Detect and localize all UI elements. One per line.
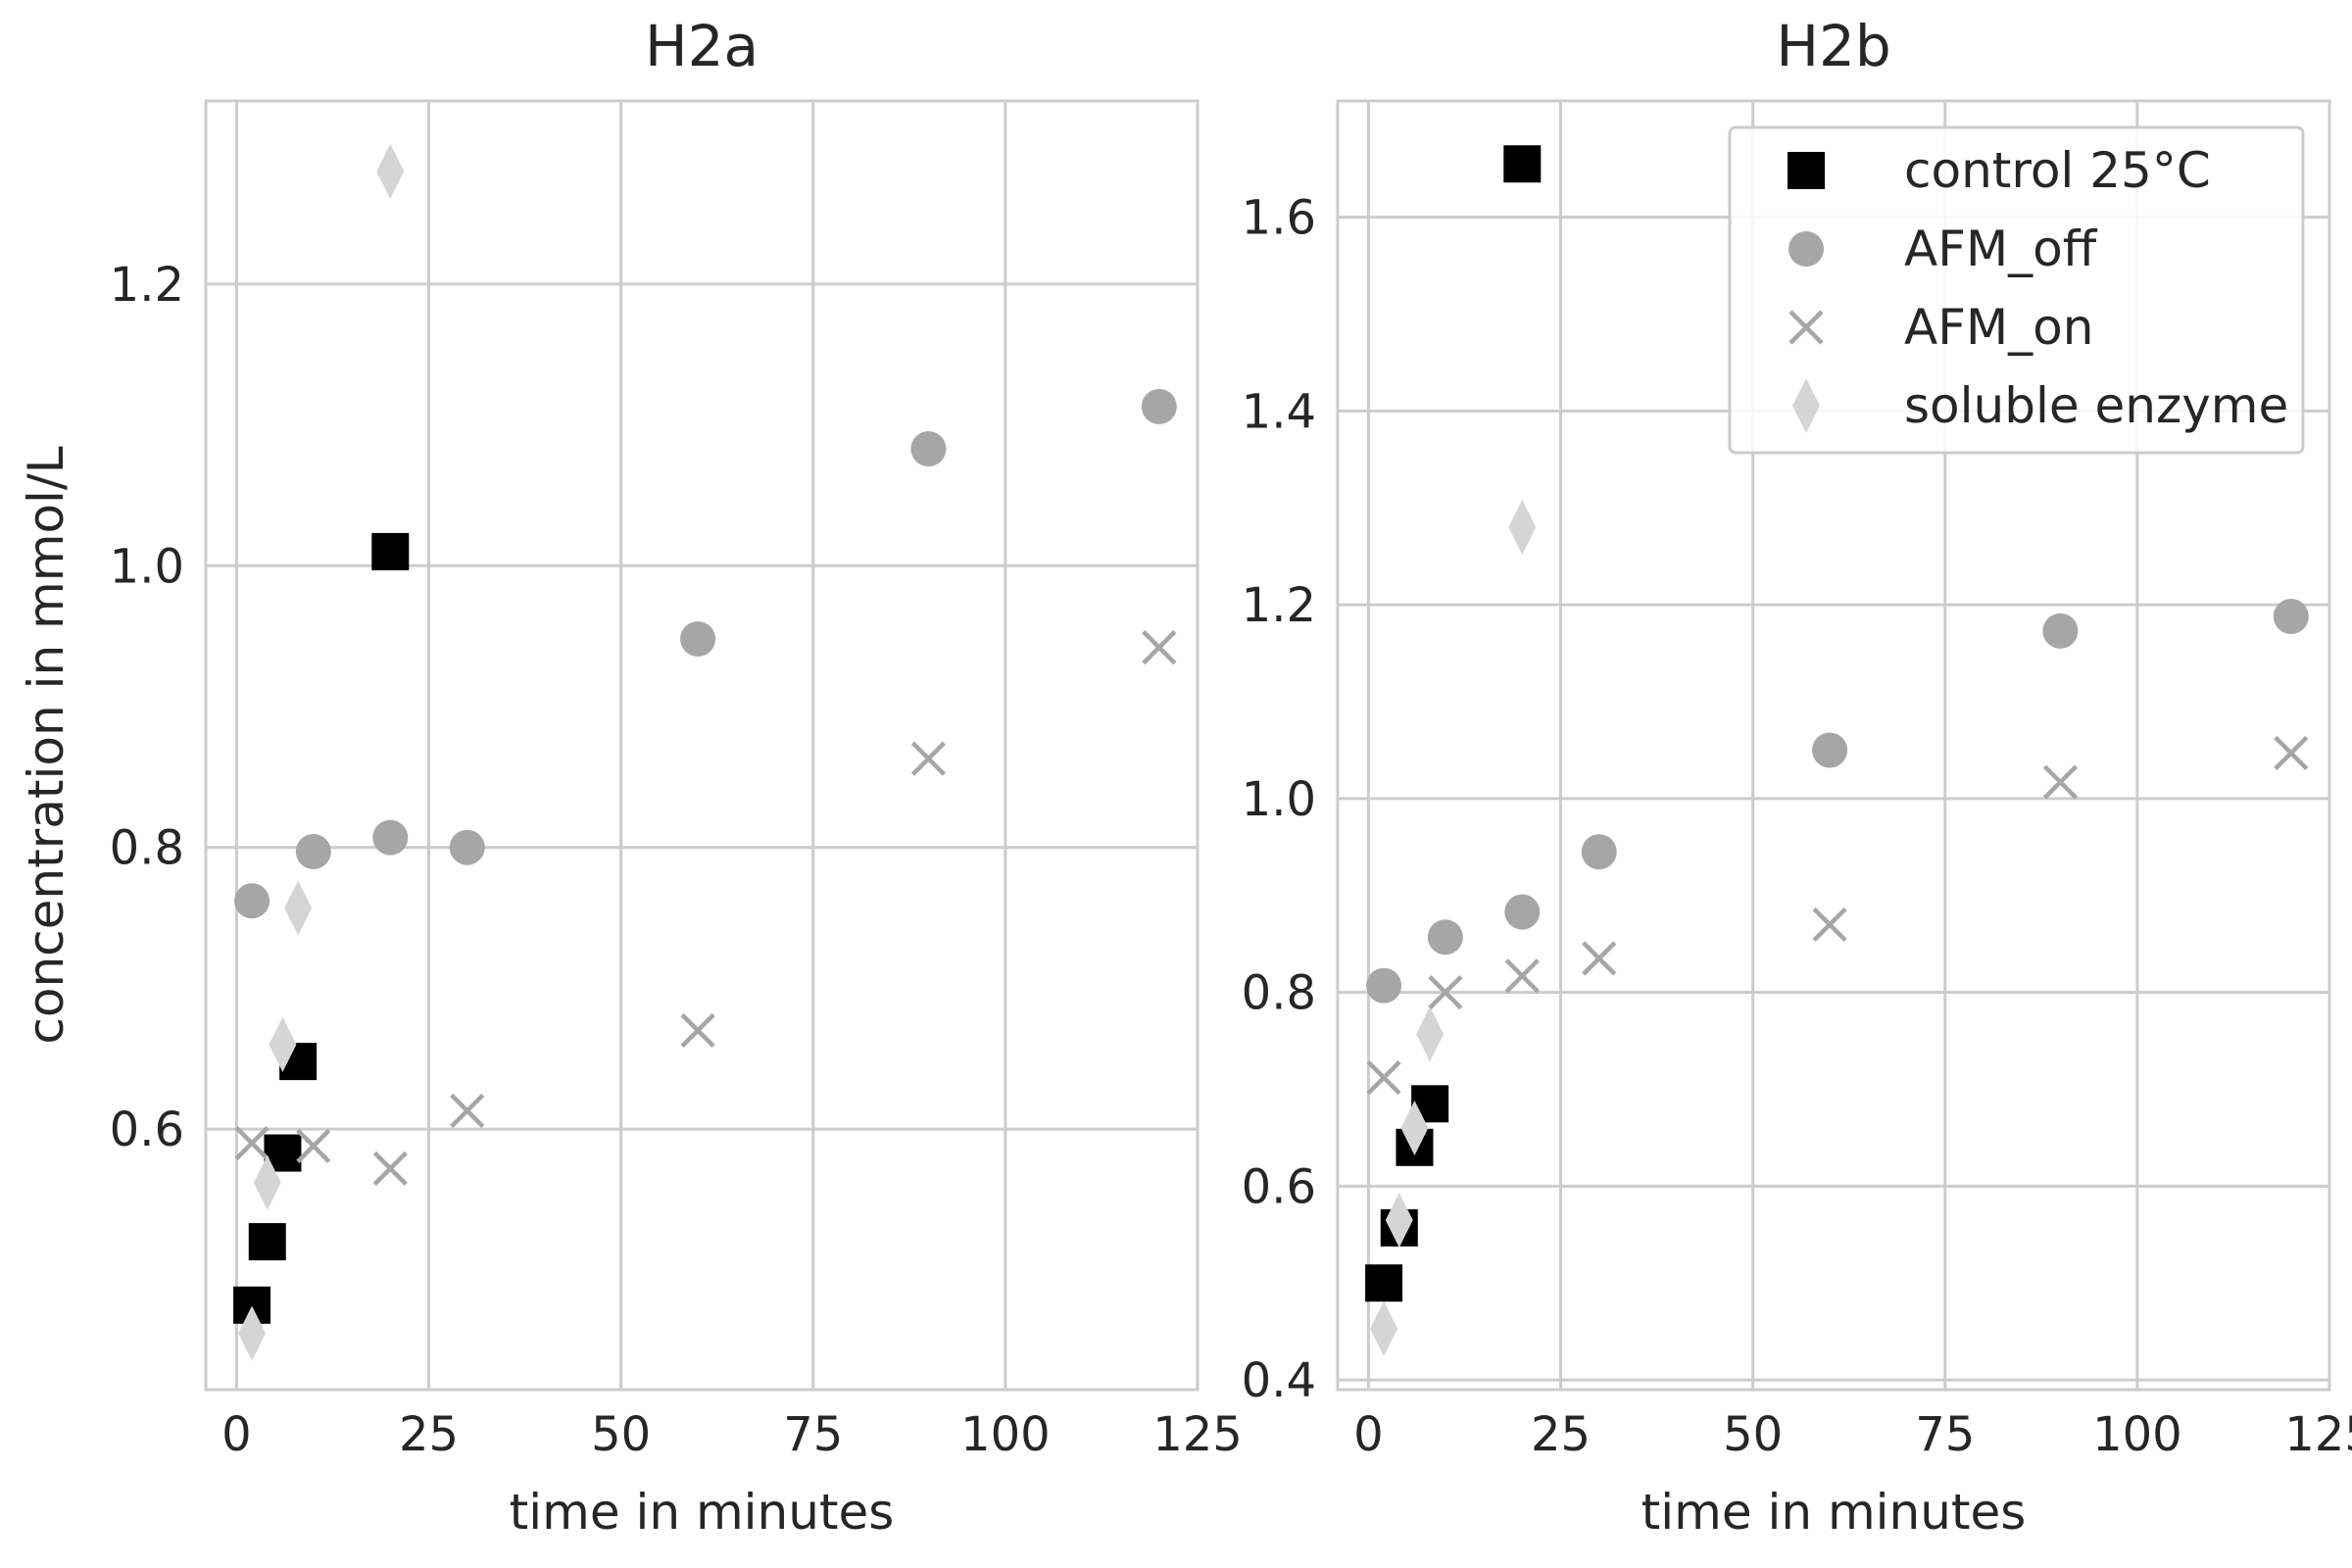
chart-panel-1: 0 25 50 75 100 125 0.6 0.8 1.0 1.2 H2a time in minu… [18, 13, 1243, 1541]
data-point [1141, 388, 1177, 424]
y-tick-label: 1.2 [1242, 578, 1316, 633]
x-tick-label: 75 [783, 1407, 843, 1462]
data-point [1370, 1300, 1398, 1356]
data-point [1366, 967, 1402, 1004]
x-tick-label: 75 [1915, 1407, 1975, 1462]
data-point [1503, 145, 1542, 183]
data-point [910, 741, 947, 776]
y-tick-label: 0.8 [1242, 966, 1316, 1021]
x-tick-label: 100 [960, 1407, 1051, 1462]
x-tick-label: 50 [591, 1407, 651, 1462]
data-point [1581, 834, 1617, 870]
data-point [295, 834, 331, 870]
data-point [372, 1151, 408, 1186]
data-point [248, 1223, 286, 1261]
data-point [2274, 735, 2309, 771]
x-axis-label: time in minutes [1642, 1484, 2027, 1541]
data-point [284, 880, 313, 936]
data-point [1504, 894, 1541, 930]
plot-frame [204, 99, 1200, 1392]
data-point [1366, 1060, 1401, 1096]
x-axis-label: time in minutes [510, 1484, 895, 1541]
chart-title: H2b [1776, 13, 1890, 79]
legend-label: soluble enzyme [1904, 377, 2288, 434]
series-control-25-c [233, 532, 410, 1324]
data-point [372, 819, 409, 856]
x-tick-label: 50 [1723, 1407, 1783, 1462]
series-soluble-enzyme [1370, 500, 1537, 1356]
legend-marker [1788, 152, 1825, 189]
data-point [1508, 500, 1537, 556]
data-point [2042, 764, 2079, 800]
data-point [2042, 612, 2079, 649]
legend-label: control 25°C [1904, 142, 2211, 199]
data-point [1427, 919, 1463, 956]
data-point [1365, 1264, 1403, 1302]
data-point [371, 532, 410, 570]
data-point [1812, 906, 1847, 943]
data-point [449, 829, 485, 865]
y-tick-label: 0.6 [1242, 1159, 1316, 1214]
data-point [376, 143, 405, 199]
series-control-25-c [1365, 145, 1542, 1302]
y-tick-label: 1.0 [110, 539, 184, 594]
legend-box [1728, 125, 2305, 455]
data-point [450, 1093, 485, 1129]
x-tick-label: 25 [399, 1407, 459, 1462]
x-tick-label: 125 [2284, 1407, 2352, 1462]
y-axis-label: concentration in mmol/L [18, 446, 74, 1044]
y-tick-label: 1.4 [1242, 384, 1316, 439]
y-tick-label: 1.0 [1242, 772, 1316, 827]
x-tick-label: 100 [2092, 1407, 2182, 1462]
chart-title: H2a [645, 13, 759, 79]
data-point [1428, 975, 1463, 1010]
series-afm-on [234, 630, 1177, 1186]
data-point [238, 1305, 267, 1361]
series-afm-on [1366, 735, 2309, 1096]
x-tick-label: 125 [1152, 1407, 1243, 1462]
legend-label: AFM_off [1904, 220, 2098, 277]
data-point [910, 430, 947, 466]
plot-frame [1336, 99, 2331, 1392]
legend-marker [1792, 378, 1820, 433]
y-tick-label: 1.6 [1242, 191, 1316, 246]
data-point [1812, 732, 1848, 768]
y-tick-label: 1.2 [110, 258, 184, 313]
series-soluble-enzyme [238, 143, 405, 1361]
data-point [269, 1016, 297, 1072]
x-tick-label: 0 [1353, 1407, 1384, 1462]
legend-marker [1788, 231, 1824, 267]
data-point [1582, 941, 1617, 976]
data-point [1504, 958, 1540, 994]
x-tick-label: 0 [221, 1407, 252, 1462]
legend-label: AFM_on [1904, 299, 2093, 356]
data-point [234, 1125, 270, 1161]
y-tick-label: 0.4 [1242, 1353, 1316, 1408]
series-afm-off [234, 388, 1177, 919]
data-point [253, 1154, 281, 1210]
data-point [680, 1012, 715, 1049]
data-point [680, 620, 716, 657]
chart-panel-2: 0 25 50 75 100 125 0.4 0.6 0.8 1.0 1.2 1.4 1.6 H2b tim… [1242, 13, 2352, 1541]
data-point [2273, 599, 2309, 634]
data-point [1400, 1101, 1429, 1156]
data-point [1385, 1192, 1413, 1248]
data-point [296, 1128, 331, 1163]
y-tick-label: 0.8 [110, 821, 184, 876]
legend-marker [1788, 310, 1824, 345]
data-point [234, 883, 270, 919]
series-afm-off [1366, 599, 2309, 1004]
data-point [1142, 630, 1177, 665]
y-tick-label: 0.6 [110, 1102, 184, 1157]
x-tick-label: 25 [1531, 1407, 1591, 1462]
data-point [1416, 1006, 1445, 1062]
